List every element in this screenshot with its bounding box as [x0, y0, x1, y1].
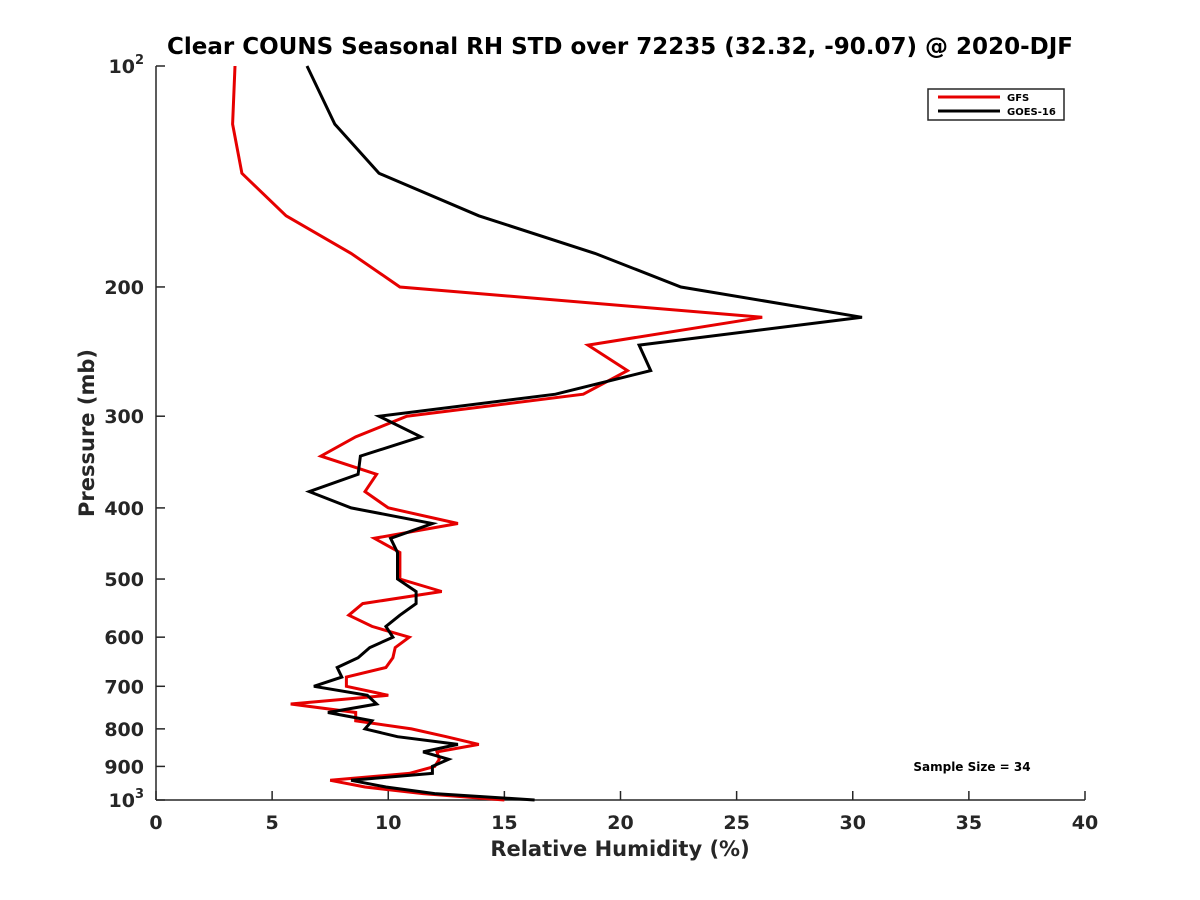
legend: GFS GOES-16 [927, 88, 1065, 121]
x-tick-label: 20 [607, 812, 633, 834]
series-line-goes16 [304, 65, 863, 802]
y-tick-label: 600 [104, 627, 144, 649]
legend-label-goes16: GOES-16 [1007, 107, 1056, 118]
legend-box [927, 88, 1065, 121]
y-tick-label: 700 [104, 676, 144, 698]
y-tick-label: 500 [104, 569, 144, 591]
sample-size-annotation: Sample Size = 34 [913, 760, 1030, 774]
x-tick-label: 30 [840, 812, 866, 834]
y-tick-label: 200 [104, 277, 144, 299]
x-tick-label: 25 [723, 812, 749, 834]
y-ticks: 102 200 300 400 500 600 700 800 900 103 [104, 53, 165, 812]
x-tick-label: 10 [375, 812, 401, 834]
x-tick-label: 40 [1072, 812, 1098, 834]
y-tick-label: 103 [109, 787, 145, 812]
series-line-gfs [231, 65, 763, 802]
y-tick-label: 102 [109, 53, 145, 78]
x-tick-label: 15 [491, 812, 517, 834]
y-tick-label: 300 [104, 406, 144, 428]
chart-title: Clear COUNS Seasonal RH STD over 72235 (… [167, 34, 1073, 60]
y-tick-label: 900 [104, 756, 144, 778]
series-lines [231, 65, 863, 802]
x-tick-label: 0 [149, 812, 162, 834]
x-tick-label: 5 [266, 812, 279, 834]
y-tick-label: 400 [104, 498, 144, 520]
x-tick-label: 35 [956, 812, 982, 834]
y-axis-label: Pressure (mb) [75, 349, 99, 517]
x-ticks: 0 5 10 15 20 25 30 35 40 [149, 791, 1098, 834]
x-axis-label: Relative Humidity (%) [490, 837, 749, 861]
legend-label-gfs: GFS [1007, 93, 1029, 104]
y-tick-label: 800 [104, 719, 144, 741]
